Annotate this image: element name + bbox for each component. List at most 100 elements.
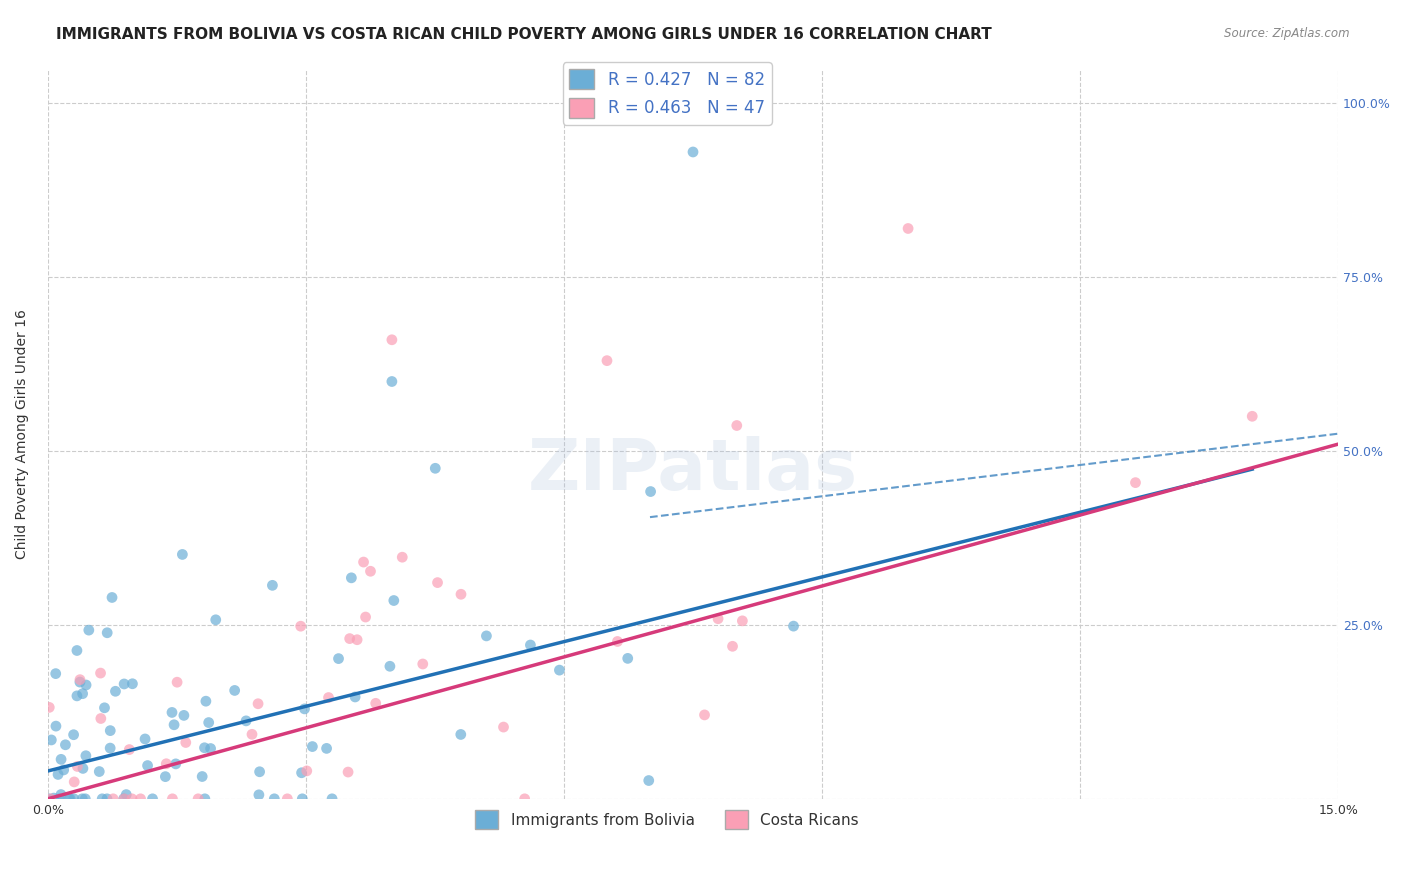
Point	[519, 638, 541, 652]
Point	[249, 764, 271, 779]
Point	[69, 675, 91, 690]
Point	[378, 659, 401, 673]
Point	[101, 591, 124, 605]
Point	[160, 706, 183, 720]
Point	[136, 758, 159, 772]
Point	[782, 619, 804, 633]
Point	[475, 629, 498, 643]
Point	[66, 759, 89, 773]
Point	[425, 461, 447, 475]
Point	[381, 375, 404, 389]
Point	[276, 792, 298, 806]
Point	[134, 731, 156, 746]
Text: IMMIGRANTS FROM BOLIVIA VS COSTA RICAN CHILD POVERTY AMONG GIRLS UNDER 16 CORREL: IMMIGRANTS FROM BOLIVIA VS COSTA RICAN C…	[56, 27, 993, 42]
Point	[391, 550, 413, 565]
Point	[204, 613, 226, 627]
Point	[118, 742, 141, 756]
Point	[173, 708, 195, 723]
Point	[262, 578, 284, 592]
Point	[291, 765, 314, 780]
Point	[294, 702, 316, 716]
Point	[77, 623, 100, 637]
Point	[606, 634, 628, 648]
Point	[637, 773, 659, 788]
Point	[93, 701, 115, 715]
Point	[163, 718, 186, 732]
Point	[194, 694, 217, 708]
Point	[72, 792, 94, 806]
Point	[66, 643, 89, 657]
Point	[353, 555, 375, 569]
Point	[224, 683, 246, 698]
Point	[247, 788, 270, 802]
Point	[96, 625, 118, 640]
Point	[340, 571, 363, 585]
Point	[318, 690, 340, 705]
Point	[121, 677, 143, 691]
Point	[75, 678, 97, 692]
Point	[62, 728, 84, 742]
Point	[731, 614, 754, 628]
Point	[200, 741, 222, 756]
Point	[450, 727, 472, 741]
Point	[291, 792, 314, 806]
Point	[49, 752, 72, 766]
Point	[174, 735, 197, 749]
Point	[90, 666, 112, 681]
Point	[263, 792, 285, 806]
Point	[337, 765, 360, 780]
Point	[328, 651, 350, 665]
Point	[155, 756, 177, 771]
Point	[155, 770, 177, 784]
Point	[240, 727, 263, 741]
Point	[354, 610, 377, 624]
Text: ZIPatlas: ZIPatlas	[527, 435, 858, 505]
Point	[596, 353, 619, 368]
Point	[191, 770, 214, 784]
Point	[58, 792, 80, 806]
Point	[166, 675, 188, 690]
Point	[75, 792, 97, 806]
Point	[63, 792, 86, 806]
Point	[52, 763, 75, 777]
Point	[48, 792, 70, 806]
Point	[66, 689, 89, 703]
Point	[91, 792, 114, 806]
Point	[321, 792, 343, 806]
Point	[72, 687, 94, 701]
Point	[707, 612, 730, 626]
Point	[112, 792, 135, 806]
Point	[450, 587, 472, 601]
Point	[290, 619, 312, 633]
Point	[63, 775, 86, 789]
Point	[75, 748, 97, 763]
Point	[412, 657, 434, 671]
Point	[382, 593, 405, 607]
Point	[346, 632, 368, 647]
Point	[295, 764, 318, 778]
Point	[682, 145, 704, 159]
Point	[165, 756, 187, 771]
Point	[492, 720, 515, 734]
Point	[96, 792, 118, 806]
Point	[72, 761, 94, 775]
Point	[693, 707, 716, 722]
Point	[1125, 475, 1147, 490]
Point	[38, 700, 60, 714]
Point	[344, 690, 367, 704]
Point	[129, 792, 152, 806]
Point	[187, 792, 209, 806]
Point	[41, 733, 63, 747]
Point	[46, 767, 69, 781]
Point	[897, 221, 920, 235]
Point	[45, 666, 67, 681]
Point	[45, 719, 67, 733]
Point	[640, 484, 662, 499]
Point	[104, 684, 127, 698]
Point	[301, 739, 323, 754]
Point	[426, 575, 449, 590]
Point	[616, 651, 638, 665]
Point	[162, 792, 184, 806]
Point	[90, 711, 112, 725]
Point	[381, 333, 404, 347]
